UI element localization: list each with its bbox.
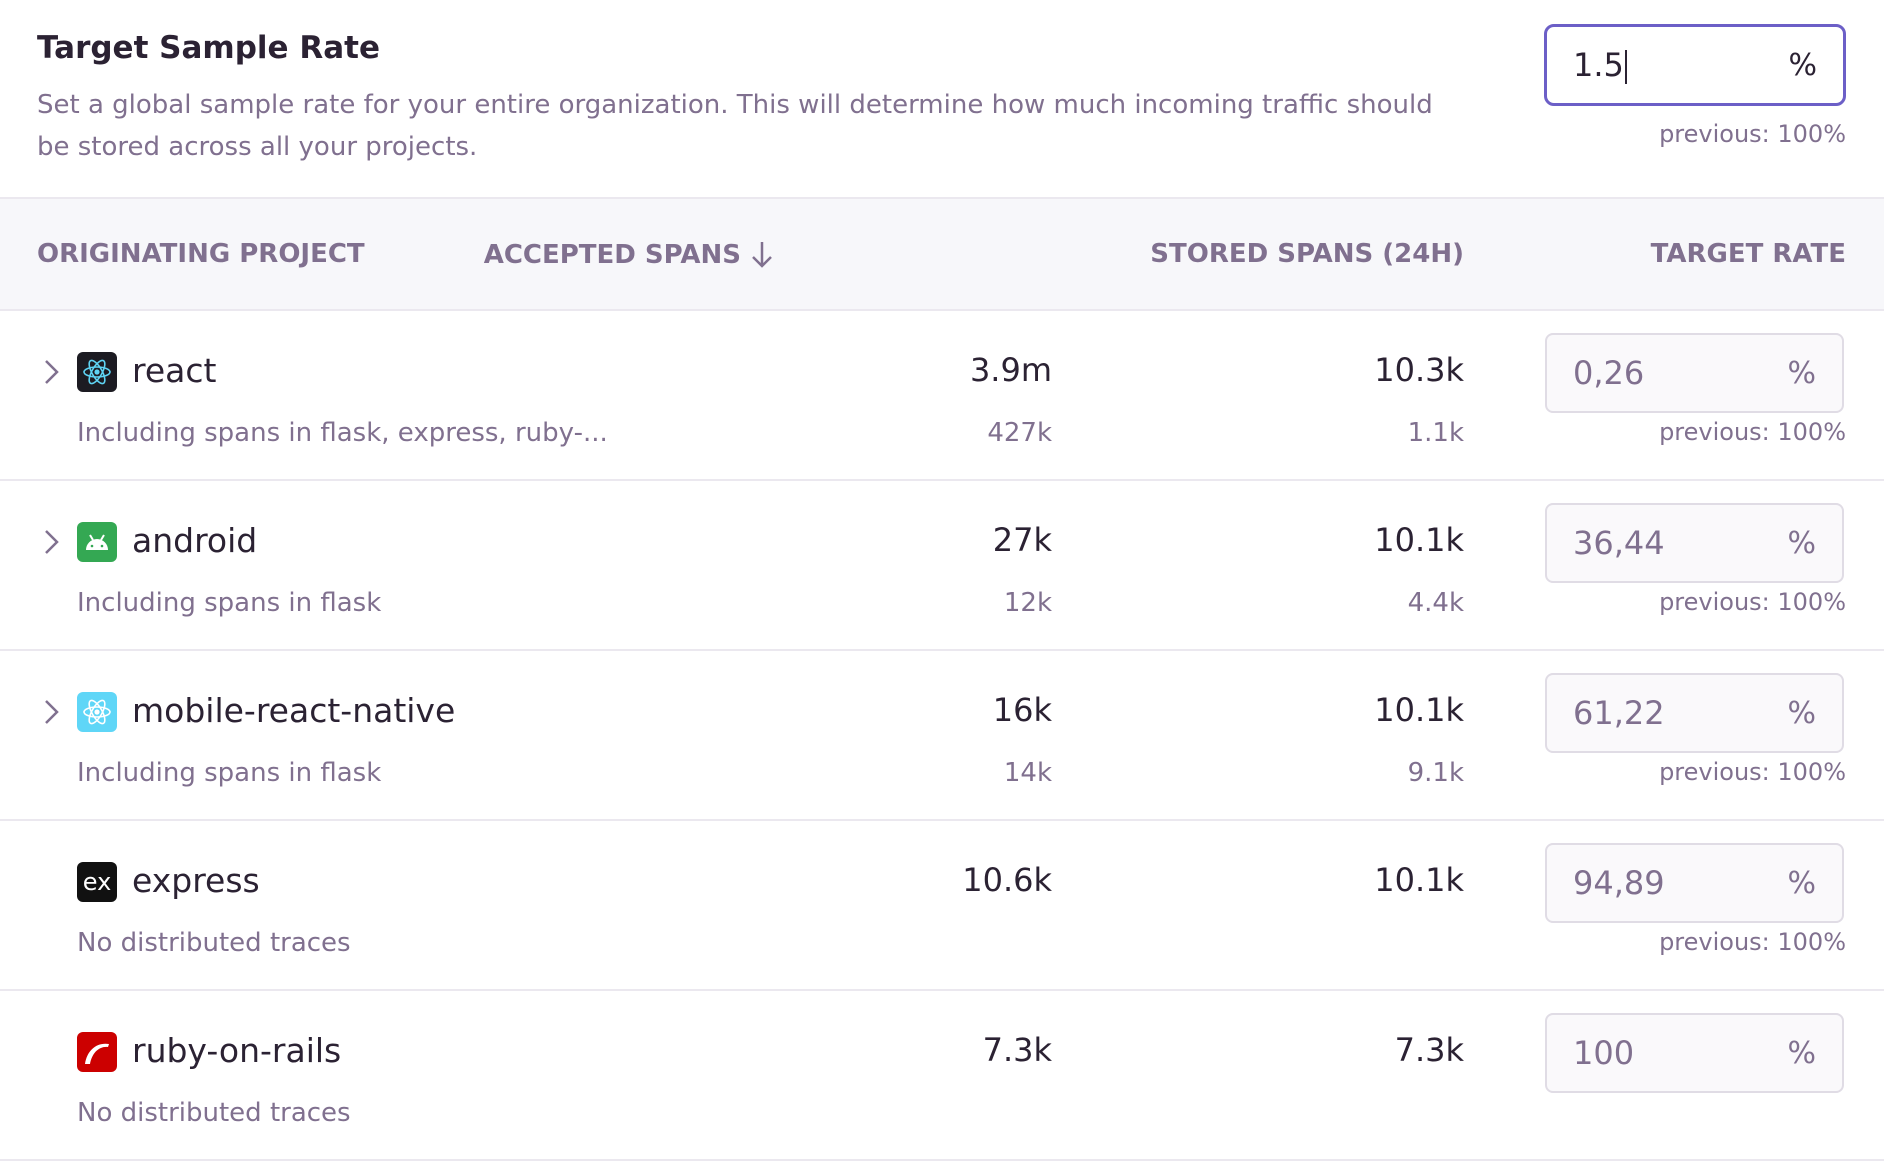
stored-spans: 10.3k bbox=[1374, 351, 1464, 389]
previous-rate: previous: 100% bbox=[1659, 588, 1846, 616]
project-name: express bbox=[132, 861, 260, 900]
percent-unit: % bbox=[1787, 695, 1816, 731]
stored-spans: 7.3k bbox=[1394, 1031, 1464, 1069]
stored-spans-sub: 4.4k bbox=[1407, 588, 1464, 618]
table-row: mobile-react-native Including spans in fl… bbox=[0, 651, 1884, 821]
project-subtitle: No distributed traces bbox=[77, 1098, 351, 1128]
global-rate-value[interactable]: 1.5 bbox=[1573, 46, 1788, 84]
project-name: android bbox=[132, 521, 258, 560]
chevron-right-icon[interactable] bbox=[42, 527, 62, 557]
accepted-spans: 27k bbox=[992, 521, 1052, 559]
table-row: android Including spans in flask 27k 10.1k 1… bbox=[0, 481, 1884, 651]
previous-rate: previous: 100% bbox=[1659, 928, 1846, 956]
table-row: ruby-on-rails No distributed traces 7.3k 7.… bbox=[0, 991, 1884, 1161]
project-subtitle: Including spans in flask, express, ruby-… bbox=[77, 418, 608, 448]
previous-rate: previous: 100% bbox=[1659, 120, 1846, 148]
target-rate-input[interactable]: 94,89% bbox=[1545, 843, 1844, 923]
accepted-spans: 10.6k bbox=[962, 861, 1052, 899]
stored-spans: 10.1k bbox=[1374, 521, 1464, 559]
target-rate-value[interactable]: 36,44 bbox=[1573, 524, 1665, 562]
table-row: ex express No distributed traces 10.6k 10.1k… bbox=[0, 821, 1884, 991]
project-name: react bbox=[132, 351, 217, 390]
stored-spans-sub: 1.1k bbox=[1407, 418, 1464, 448]
target-rate-value[interactable]: 0,26 bbox=[1573, 354, 1645, 392]
target-rate-input[interactable]: 0,26% bbox=[1545, 333, 1844, 413]
chevron-right-icon[interactable] bbox=[42, 697, 62, 727]
table-row: react Including spans in flask, express, … bbox=[0, 311, 1884, 481]
accepted-spans: 3.9m bbox=[969, 351, 1052, 389]
percent-unit: % bbox=[1788, 47, 1817, 83]
accepted-spans: 16k bbox=[992, 691, 1052, 729]
project-name: mobile-react-native bbox=[132, 691, 456, 730]
project-name: ruby-on-rails bbox=[132, 1031, 342, 1070]
table-header: Originating Project Accepted Spans Store… bbox=[0, 199, 1884, 311]
target-rate-value[interactable]: 94,89 bbox=[1573, 864, 1665, 902]
accepted-spans-sub: 14k bbox=[1003, 758, 1052, 788]
rails-icon bbox=[77, 1032, 117, 1072]
percent-unit: % bbox=[1787, 355, 1816, 391]
target-rate-input[interactable]: 61,22% bbox=[1545, 673, 1844, 753]
previous-rate: previous: 100% bbox=[1659, 418, 1846, 446]
chevron-right-icon[interactable] bbox=[42, 357, 62, 387]
project-subtitle: No distributed traces bbox=[77, 928, 351, 958]
express-icon: ex bbox=[77, 862, 117, 902]
target-rate-input[interactable]: 36,44% bbox=[1545, 503, 1844, 583]
percent-unit: % bbox=[1787, 525, 1816, 561]
percent-unit: % bbox=[1787, 865, 1816, 901]
column-label: Accepted Spans bbox=[483, 240, 741, 270]
previous-rate: previous: 100% bbox=[1659, 758, 1846, 786]
react-native-icon bbox=[77, 692, 117, 732]
target-rate-input[interactable]: 100% bbox=[1545, 1013, 1844, 1093]
target-rate-value[interactable]: 61,22 bbox=[1573, 694, 1665, 732]
project-subtitle: Including spans in flask bbox=[77, 758, 382, 788]
react-icon bbox=[77, 352, 117, 392]
project-subtitle: Including spans in flask bbox=[77, 588, 382, 618]
section-title: Target Sample Rate bbox=[37, 30, 380, 66]
stored-spans: 10.1k bbox=[1374, 691, 1464, 729]
android-icon bbox=[77, 522, 117, 562]
accepted-spans: 7.3k bbox=[982, 1031, 1052, 1069]
global-rate-input[interactable]: 1.5 % bbox=[1544, 24, 1846, 106]
accepted-spans-sub: 427k bbox=[987, 418, 1052, 448]
percent-unit: % bbox=[1787, 1035, 1816, 1071]
target-sample-rate-section: Target Sample Rate Set a global sample r… bbox=[0, 0, 1884, 199]
accepted-spans-sub: 12k bbox=[1003, 588, 1052, 618]
stored-spans: 10.1k bbox=[1374, 861, 1464, 899]
column-accepted-spans[interactable]: Accepted Spans bbox=[484, 239, 774, 270]
column-originating-project: Originating Project bbox=[37, 239, 365, 269]
target-rate-value[interactable]: 100 bbox=[1573, 1034, 1635, 1072]
arrow-down-icon bbox=[752, 242, 772, 268]
column-target-rate: Target Rate bbox=[1650, 239, 1846, 269]
stored-spans-sub: 9.1k bbox=[1407, 758, 1464, 788]
column-stored-spans[interactable]: Stored Spans (24h) bbox=[1150, 239, 1464, 269]
section-description: Set a global sample rate for your entire… bbox=[37, 90, 1433, 162]
